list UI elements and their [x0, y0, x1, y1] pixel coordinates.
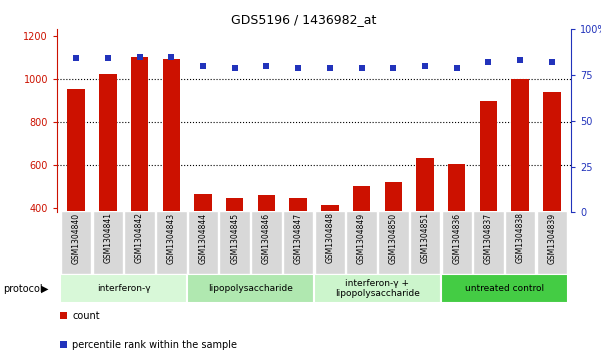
Bar [162, 59, 180, 294]
FancyBboxPatch shape [251, 211, 282, 274]
Point [230, 65, 240, 70]
Text: GSM1304843: GSM1304843 [167, 212, 175, 264]
FancyBboxPatch shape [187, 274, 314, 303]
Text: protocol: protocol [3, 284, 43, 294]
Point [198, 63, 208, 69]
FancyBboxPatch shape [346, 211, 377, 274]
Point [325, 65, 335, 70]
Text: GSM1304845: GSM1304845 [230, 212, 239, 264]
Point [547, 59, 557, 65]
Point [484, 59, 493, 65]
Title: GDS5196 / 1436982_at: GDS5196 / 1436982_at [231, 13, 376, 26]
Text: count: count [72, 310, 100, 321]
Bar [226, 198, 243, 294]
Point [357, 65, 367, 70]
FancyBboxPatch shape [410, 211, 441, 274]
Text: GSM1304839: GSM1304839 [548, 212, 557, 264]
Text: ▶: ▶ [41, 284, 48, 294]
Bar [416, 158, 434, 294]
Text: GSM1304851: GSM1304851 [421, 212, 430, 264]
Text: GSM1304842: GSM1304842 [135, 212, 144, 264]
Text: GSM1304849: GSM1304849 [357, 212, 366, 264]
Text: GSM1304847: GSM1304847 [294, 212, 303, 264]
FancyBboxPatch shape [314, 274, 441, 303]
FancyBboxPatch shape [61, 211, 91, 274]
Text: percentile rank within the sample: percentile rank within the sample [72, 339, 237, 350]
Text: GSM1304837: GSM1304837 [484, 212, 493, 264]
FancyBboxPatch shape [505, 211, 535, 274]
Text: GSM1304841: GSM1304841 [103, 212, 112, 264]
Text: GSM1304836: GSM1304836 [453, 212, 461, 264]
Point [135, 54, 144, 60]
FancyBboxPatch shape [188, 211, 218, 274]
Bar [321, 205, 338, 294]
Text: GSM1304840: GSM1304840 [72, 212, 81, 264]
FancyBboxPatch shape [219, 211, 250, 274]
Point [516, 57, 525, 63]
FancyBboxPatch shape [378, 211, 409, 274]
Text: GSM1304850: GSM1304850 [389, 212, 398, 264]
Point [420, 63, 430, 69]
Point [388, 65, 398, 70]
Point [103, 56, 112, 61]
Point [452, 65, 462, 70]
Point [166, 54, 176, 60]
Bar [385, 182, 402, 294]
Point [261, 63, 271, 69]
Text: interferon-γ: interferon-γ [97, 284, 150, 293]
Bar [511, 79, 529, 294]
Bar [543, 91, 561, 294]
Bar [131, 57, 148, 294]
Point [293, 65, 303, 70]
Text: lipopolysaccharide: lipopolysaccharide [208, 284, 293, 293]
Text: interferon-γ +
lipopolysaccharide: interferon-γ + lipopolysaccharide [335, 279, 420, 298]
Text: GSM1304848: GSM1304848 [325, 212, 334, 264]
Text: GSM1304838: GSM1304838 [516, 212, 525, 264]
FancyBboxPatch shape [124, 211, 155, 274]
Text: untreated control: untreated control [465, 284, 544, 293]
FancyBboxPatch shape [93, 211, 123, 274]
Bar [194, 194, 212, 294]
Bar [353, 187, 370, 294]
FancyBboxPatch shape [283, 211, 313, 274]
Bar [290, 198, 307, 294]
Text: GSM1304846: GSM1304846 [262, 212, 271, 264]
Bar [99, 74, 117, 294]
FancyBboxPatch shape [315, 211, 345, 274]
FancyBboxPatch shape [442, 211, 472, 274]
Point [72, 56, 81, 61]
FancyBboxPatch shape [473, 211, 504, 274]
Bar [258, 195, 275, 294]
Bar [480, 101, 497, 294]
Bar [67, 89, 85, 294]
Text: GSM1304844: GSM1304844 [198, 212, 207, 264]
FancyBboxPatch shape [441, 274, 568, 303]
FancyBboxPatch shape [537, 211, 567, 274]
FancyBboxPatch shape [60, 274, 187, 303]
FancyBboxPatch shape [156, 211, 186, 274]
Bar [448, 164, 466, 294]
